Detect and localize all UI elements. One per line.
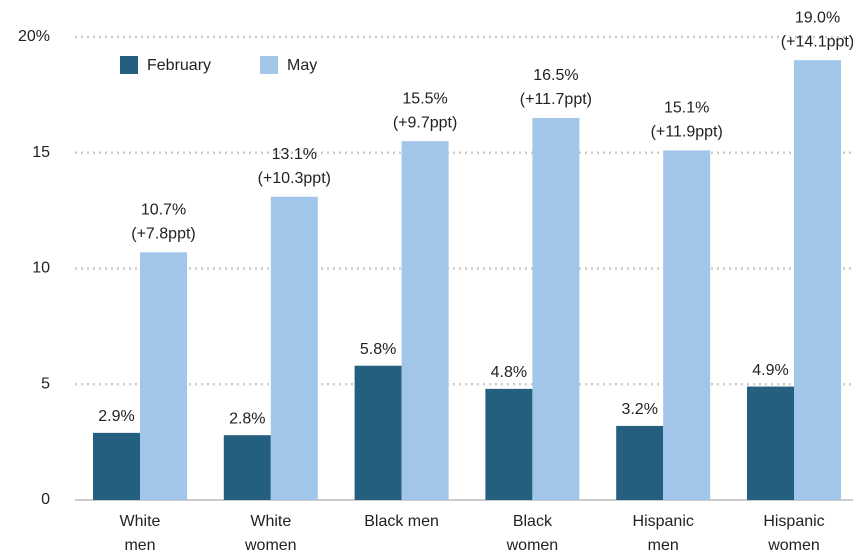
data-label: 3.2% xyxy=(621,401,657,418)
bar xyxy=(270,196,318,501)
x-tick-label: men xyxy=(648,537,679,554)
data-label: 15.5% xyxy=(402,90,447,107)
legend-swatch xyxy=(260,56,278,74)
bar xyxy=(485,388,533,500)
change-label: (+11.7ppt) xyxy=(520,91,592,108)
change-label: (+7.8ppt) xyxy=(131,226,195,243)
y-tick-label: 0 xyxy=(41,491,50,508)
legend-label: May xyxy=(287,57,317,74)
bar xyxy=(747,386,794,500)
x-tick-label: women xyxy=(506,537,559,554)
data-label: 4.9% xyxy=(752,362,788,379)
legend-swatch xyxy=(120,56,138,74)
y-tick-label: 15 xyxy=(32,144,50,161)
bar xyxy=(354,365,402,500)
x-tick-label: women xyxy=(767,537,820,554)
bar xyxy=(616,425,664,500)
x-tick-label: women xyxy=(244,537,297,554)
data-label: 4.8% xyxy=(491,364,527,381)
change-label: (+11.9ppt) xyxy=(651,124,723,141)
change-label: (+14.1ppt) xyxy=(781,33,853,50)
data-label: 19.0% xyxy=(795,9,840,26)
data-label: 10.7% xyxy=(141,202,186,219)
y-tick-label: 20% xyxy=(18,28,50,45)
y-tick-label: 5 xyxy=(41,375,50,392)
data-label: 2.8% xyxy=(229,410,265,427)
bar xyxy=(794,60,841,501)
bar xyxy=(401,141,449,501)
legend-label: February xyxy=(147,57,211,74)
x-tick-label: White xyxy=(120,513,161,530)
bar xyxy=(93,432,140,500)
bar xyxy=(532,118,580,501)
change-label: (+10.3ppt) xyxy=(258,170,331,187)
data-label: 15.1% xyxy=(664,100,709,117)
x-tick-label: Hispanic xyxy=(633,513,694,530)
x-tick-label: Hispanic xyxy=(763,513,824,530)
x-tick-label: men xyxy=(124,537,155,554)
x-tick-label: Black xyxy=(513,513,553,530)
bar xyxy=(663,150,711,500)
data-label: 13.1% xyxy=(272,146,317,163)
data-label: 16.5% xyxy=(533,67,578,84)
bar xyxy=(223,435,271,500)
data-label: 2.9% xyxy=(98,408,134,425)
x-tick-label: Black men xyxy=(364,513,439,530)
change-label: (+9.7ppt) xyxy=(393,114,457,131)
y-tick-label: 10 xyxy=(32,260,50,277)
x-tick-label: White xyxy=(250,513,291,530)
data-label: 5.8% xyxy=(360,341,396,358)
bar xyxy=(140,252,187,500)
